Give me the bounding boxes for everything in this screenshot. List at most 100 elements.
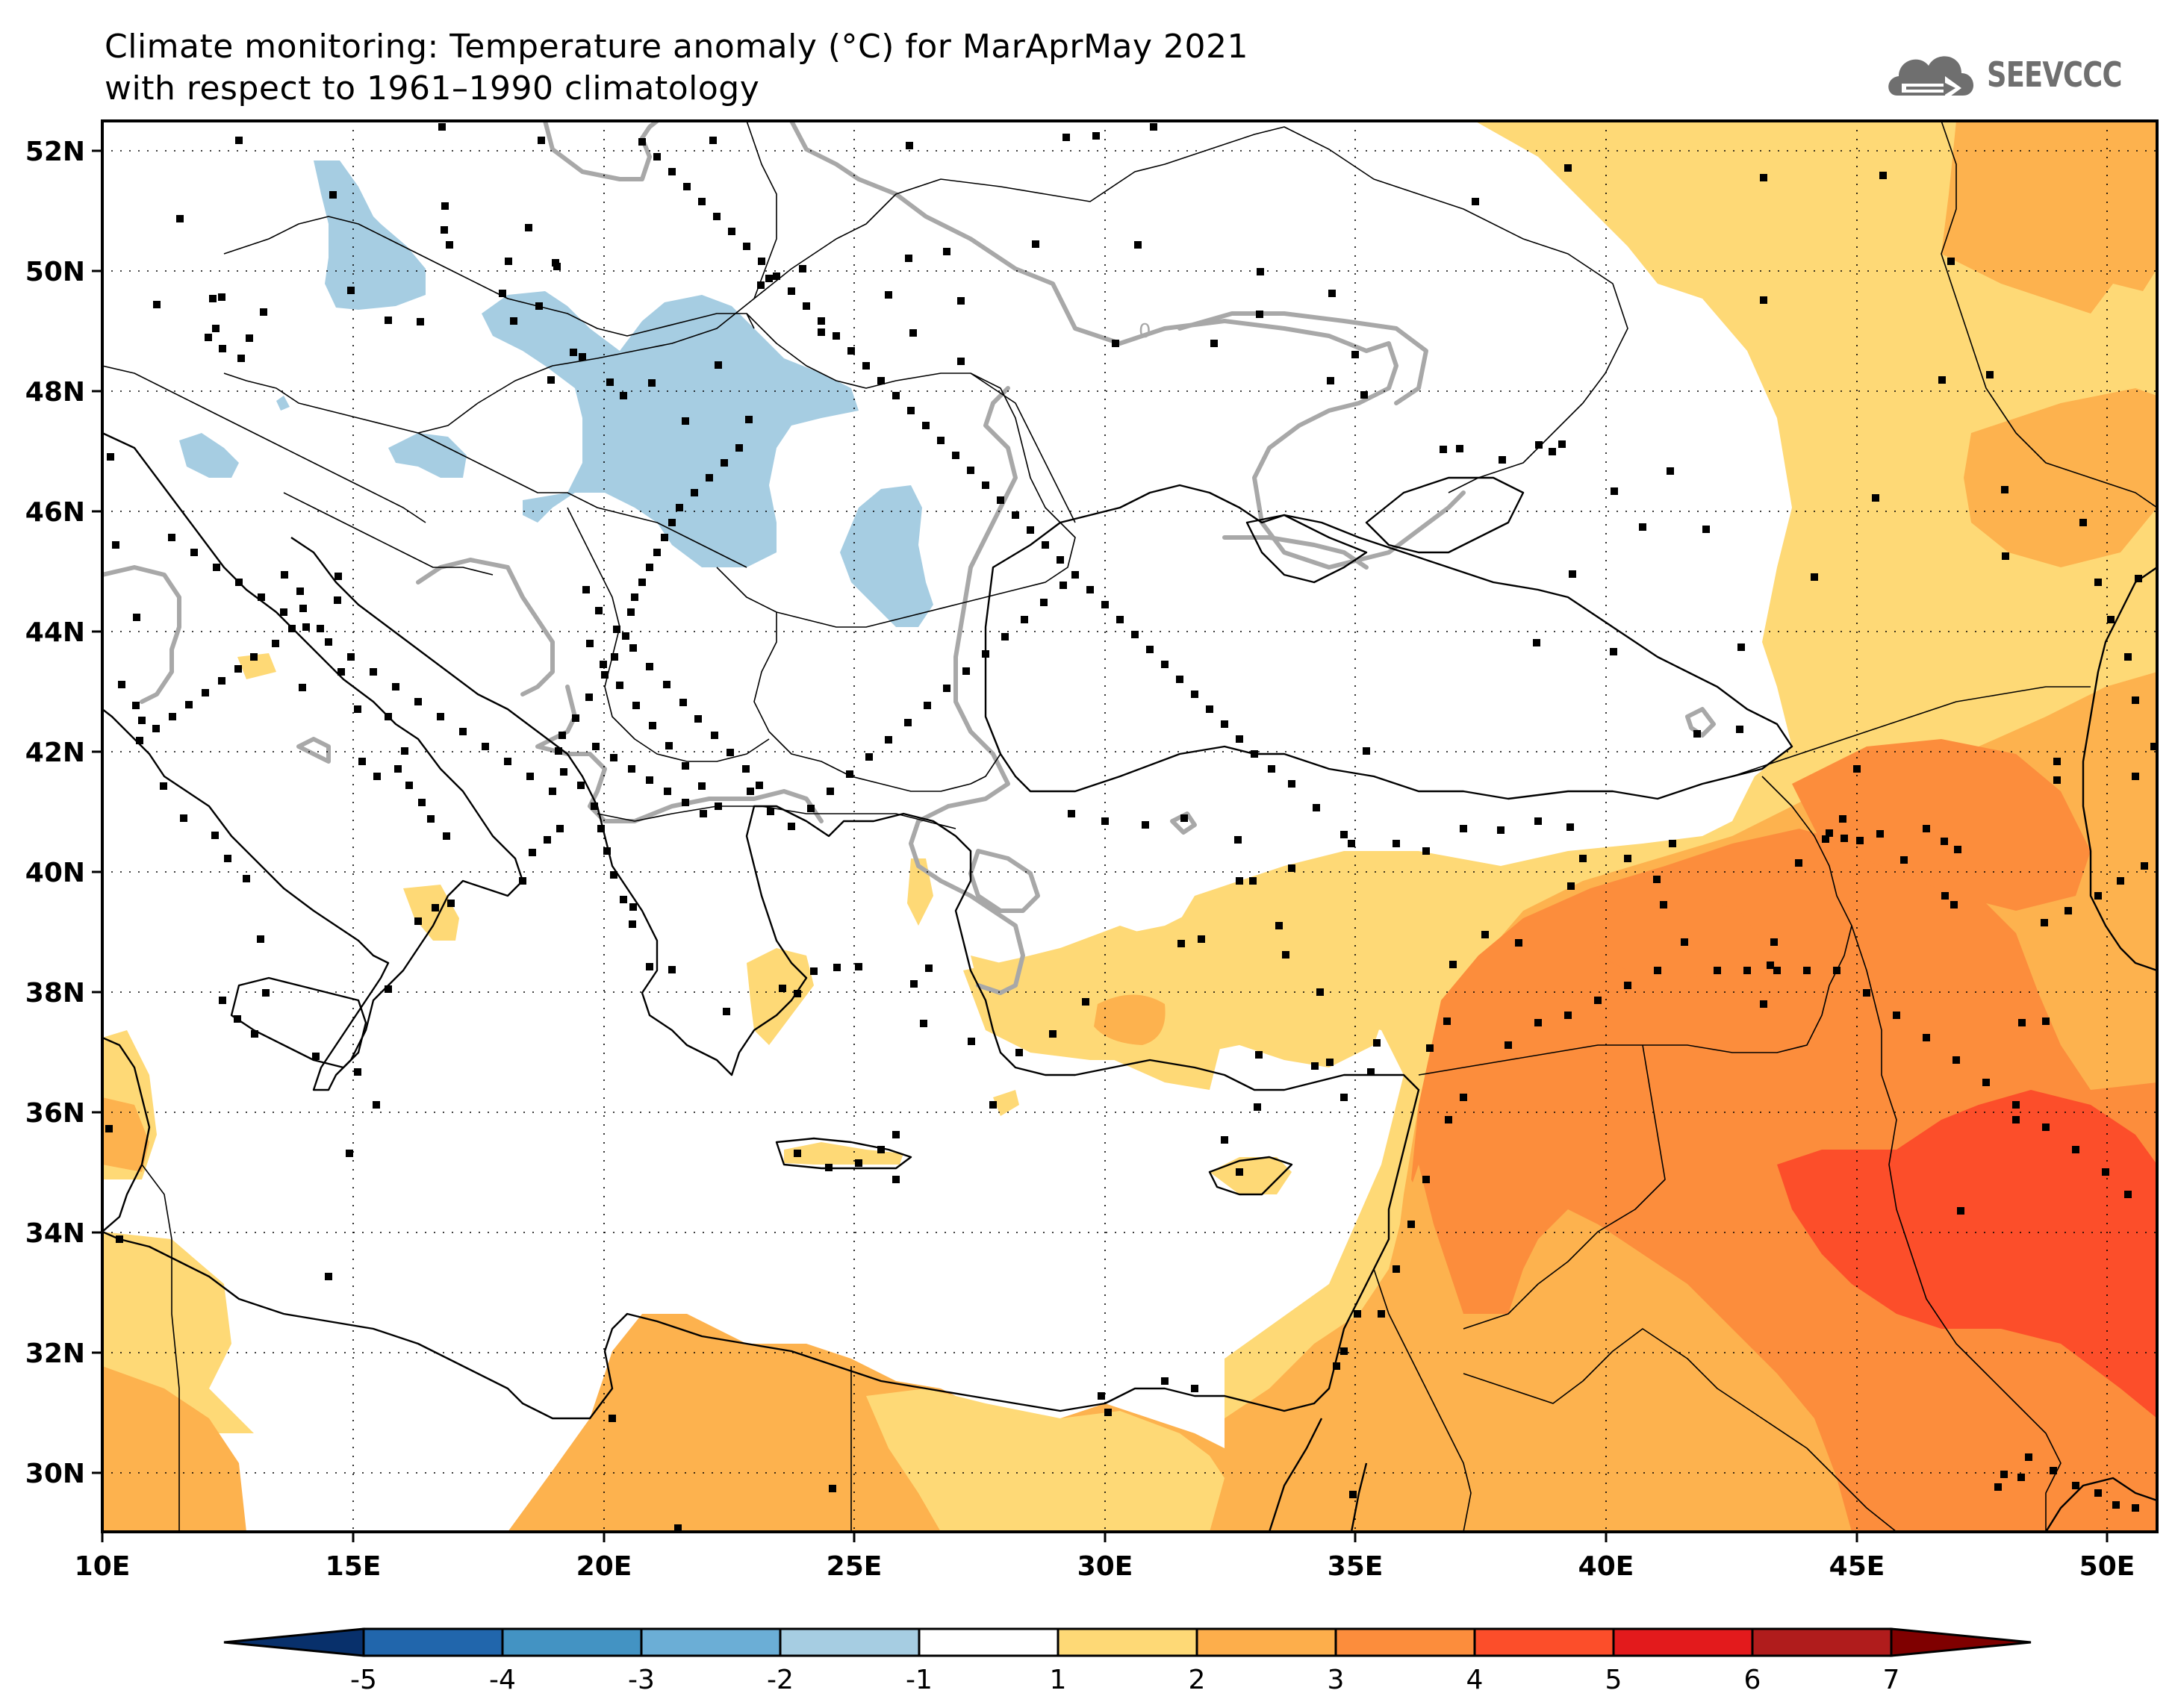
station-marker bbox=[715, 361, 722, 369]
station-marker bbox=[648, 379, 656, 387]
colorbar-bin-2 bbox=[501, 1627, 643, 1657]
station-marker bbox=[347, 287, 355, 294]
station-marker bbox=[1251, 750, 1258, 758]
station-marker bbox=[1481, 931, 1489, 938]
border-turkey-east bbox=[1418, 776, 1852, 1076]
station-marker bbox=[962, 667, 970, 675]
station-marker bbox=[1624, 982, 1631, 989]
station-marker bbox=[1669, 840, 1676, 847]
station-marker bbox=[676, 504, 683, 511]
station-marker bbox=[1422, 1176, 1430, 1183]
station-marker bbox=[1040, 599, 1048, 606]
station-marker bbox=[943, 685, 950, 692]
station-marker bbox=[1340, 831, 1348, 838]
station-marker bbox=[967, 467, 974, 474]
station-marker bbox=[1443, 1017, 1451, 1025]
station-marker bbox=[385, 713, 392, 720]
station-marker bbox=[668, 168, 676, 175]
station-marker bbox=[627, 608, 635, 616]
station-marker bbox=[218, 293, 225, 301]
station-marker bbox=[1142, 821, 1149, 829]
station-marker bbox=[299, 684, 306, 691]
lat-label-30n: 30N bbox=[25, 1459, 85, 1489]
colorbar-bin-11 bbox=[1751, 1627, 1893, 1657]
station-marker bbox=[613, 626, 620, 633]
coastline-caspian bbox=[2082, 567, 2157, 972]
colorbar-label: -1 bbox=[906, 1665, 933, 1695]
lat-label-46n: 46N bbox=[25, 497, 85, 528]
station-marker bbox=[818, 317, 825, 325]
station-marker bbox=[1131, 631, 1139, 638]
station-marker bbox=[1210, 340, 1218, 347]
station-marker bbox=[2150, 743, 2157, 750]
station-marker bbox=[414, 698, 422, 705]
station-marker bbox=[2025, 1453, 2032, 1461]
station-marker bbox=[213, 564, 220, 571]
station-marker bbox=[1811, 573, 1818, 581]
station-marker bbox=[250, 653, 258, 661]
station-marker bbox=[709, 137, 717, 144]
station-marker bbox=[1534, 817, 1542, 825]
station-marker bbox=[758, 258, 765, 265]
station-marker bbox=[757, 281, 765, 289]
station-marker bbox=[698, 782, 706, 790]
station-marker bbox=[2017, 1474, 2025, 1481]
station-marker bbox=[1567, 882, 1575, 890]
station-marker bbox=[2132, 1504, 2139, 1512]
station-marker bbox=[1681, 938, 1688, 946]
station-marker bbox=[892, 392, 900, 399]
cloud-arrow-icon bbox=[1888, 56, 1974, 100]
station-marker bbox=[335, 573, 342, 580]
station-marker bbox=[2079, 519, 2087, 526]
colorbar-bin-4 bbox=[779, 1627, 921, 1657]
border-slovenia-croatia bbox=[283, 492, 494, 576]
station-marker bbox=[610, 871, 617, 879]
station-marker bbox=[885, 736, 892, 744]
station-marker bbox=[1086, 586, 1094, 593]
station-marker bbox=[952, 452, 959, 459]
station-marker bbox=[1579, 855, 1587, 862]
station-marker bbox=[726, 749, 734, 756]
station-marker bbox=[2001, 486, 2008, 493]
anomaly-region-4to5 bbox=[1777, 1090, 2157, 1418]
station-marker bbox=[892, 1176, 900, 1183]
station-marker bbox=[1460, 1094, 1467, 1101]
station-marker bbox=[653, 549, 661, 556]
colorbar-bin-1 bbox=[362, 1627, 504, 1657]
station-marker bbox=[2132, 773, 2139, 780]
station-marker bbox=[679, 699, 687, 706]
station-marker bbox=[715, 802, 722, 810]
station-marker bbox=[1795, 859, 1802, 867]
station-marker bbox=[1393, 1265, 1400, 1273]
station-marker bbox=[646, 663, 653, 670]
station-marker bbox=[1923, 825, 1930, 832]
station-marker bbox=[1236, 1168, 1243, 1176]
colorbar-label: 2 bbox=[1189, 1665, 1206, 1695]
station-marker bbox=[558, 732, 566, 739]
station-marker bbox=[251, 1030, 258, 1038]
station-marker bbox=[920, 1020, 927, 1027]
station-marker bbox=[1564, 1012, 1572, 1019]
colorbar-arrow-high bbox=[1890, 1627, 2032, 1657]
zero-contour-croatia bbox=[102, 565, 181, 704]
station-marker bbox=[544, 836, 551, 844]
station-marker bbox=[855, 1159, 862, 1167]
station-marker bbox=[1839, 815, 1846, 823]
station-marker bbox=[877, 1146, 885, 1153]
station-marker bbox=[943, 248, 950, 255]
anomaly-region-cold-romania bbox=[840, 485, 933, 627]
station-marker bbox=[2053, 776, 2061, 784]
station-marker bbox=[865, 753, 873, 761]
station-marker bbox=[105, 1125, 113, 1132]
anomaly-region-cold-slovenia bbox=[388, 433, 467, 478]
station-marker bbox=[441, 226, 448, 234]
station-marker bbox=[2117, 877, 2124, 885]
border-libya-tunisia bbox=[141, 1164, 180, 1532]
lat-label-36n: 36N bbox=[25, 1098, 85, 1129]
station-marker bbox=[547, 376, 555, 384]
station-marker bbox=[219, 345, 226, 352]
station-marker bbox=[1770, 938, 1778, 946]
anomaly-region-1to2-calabria bbox=[403, 885, 459, 941]
station-marker bbox=[385, 985, 392, 993]
station-marker bbox=[1101, 817, 1109, 825]
